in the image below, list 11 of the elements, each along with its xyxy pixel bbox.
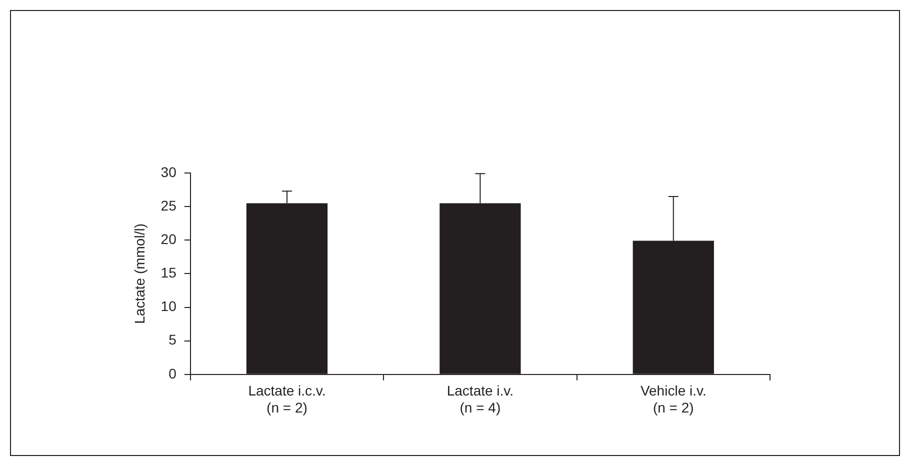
- y-tick-label: 25: [160, 197, 177, 214]
- y-tick-label: 10: [160, 298, 177, 314]
- x-tick-label: Lactate i.c.v. (n = 2): [248, 382, 326, 416]
- y-tick-label: 5: [168, 332, 177, 348]
- x-tick-label: Vehicle i.v. (n = 2): [640, 382, 706, 416]
- y-tick-label: 30: [160, 164, 177, 180]
- y-tick-label: 0: [168, 365, 177, 382]
- y-axis-title: Lactate (mmol/l): [131, 224, 148, 324]
- y-tick-label: 15: [160, 264, 177, 281]
- y-tick-label: 20: [160, 230, 177, 247]
- x-tick-label: Lactate i.v. (n = 4): [446, 382, 514, 416]
